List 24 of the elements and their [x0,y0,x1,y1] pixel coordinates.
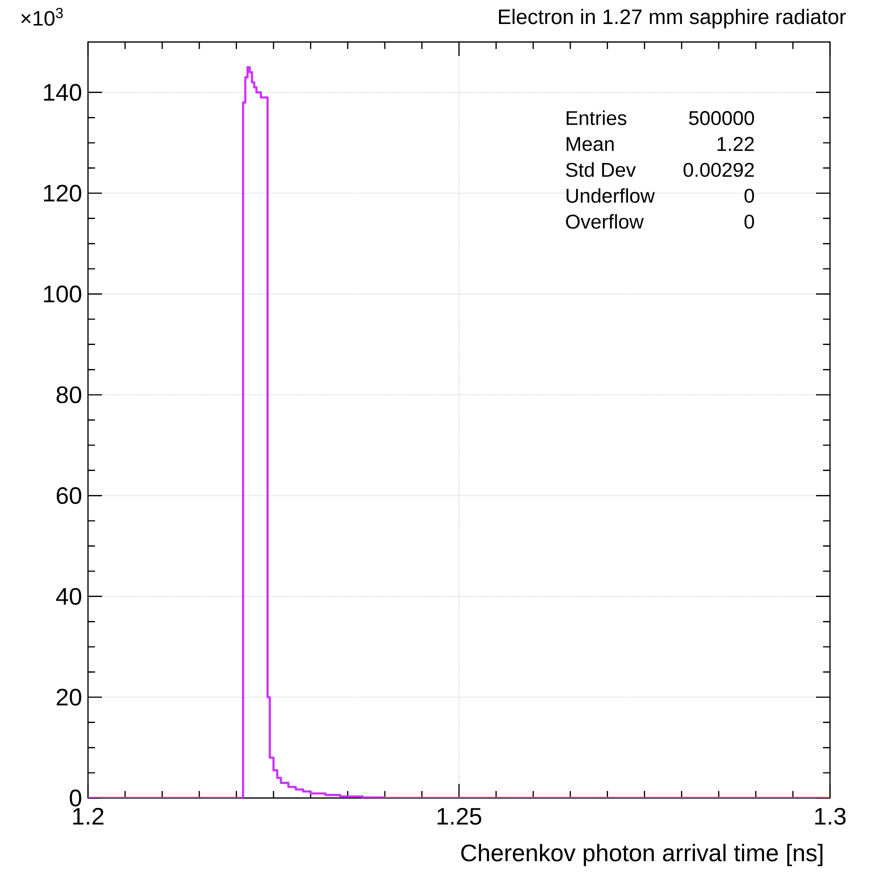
annotation: Overflow [566,214,644,229]
annotation: 0 [744,188,754,203]
annotation: 0 [744,214,754,229]
y-tick-label: 120 [44,184,82,202]
annotation: Std Dev [566,162,636,177]
annotation: 1.22 [718,136,754,151]
annotation: 500000 [689,111,754,126]
annotation: Entries [566,110,626,126]
x-axis-title: Cherenkov photon arrival time [ns] [461,844,822,866]
annotation: 0.00292 [684,162,754,177]
y-tick-label: 140 [44,84,82,101]
y-tick-label: 100 [44,286,82,302]
x-tick-label: 1.3 [815,808,846,825]
annotation: Mean [566,137,614,152]
y-tick-label: 20 [56,688,82,706]
chart-title: Electron in 1.27 mm sapphire radiator [499,8,846,28]
y-tick-label: 0 [70,790,82,806]
x-tick-label: 1.2 [73,808,104,825]
y-tick-label: 40 [56,588,82,605]
text: ×10$^{3}$ [21,8,63,26]
y-tick-label: 80 [56,386,82,404]
x-tick-label: 1.25 [438,808,482,825]
annotation: Underflow [566,188,655,203]
y-tick-label: 60 [56,487,82,504]
